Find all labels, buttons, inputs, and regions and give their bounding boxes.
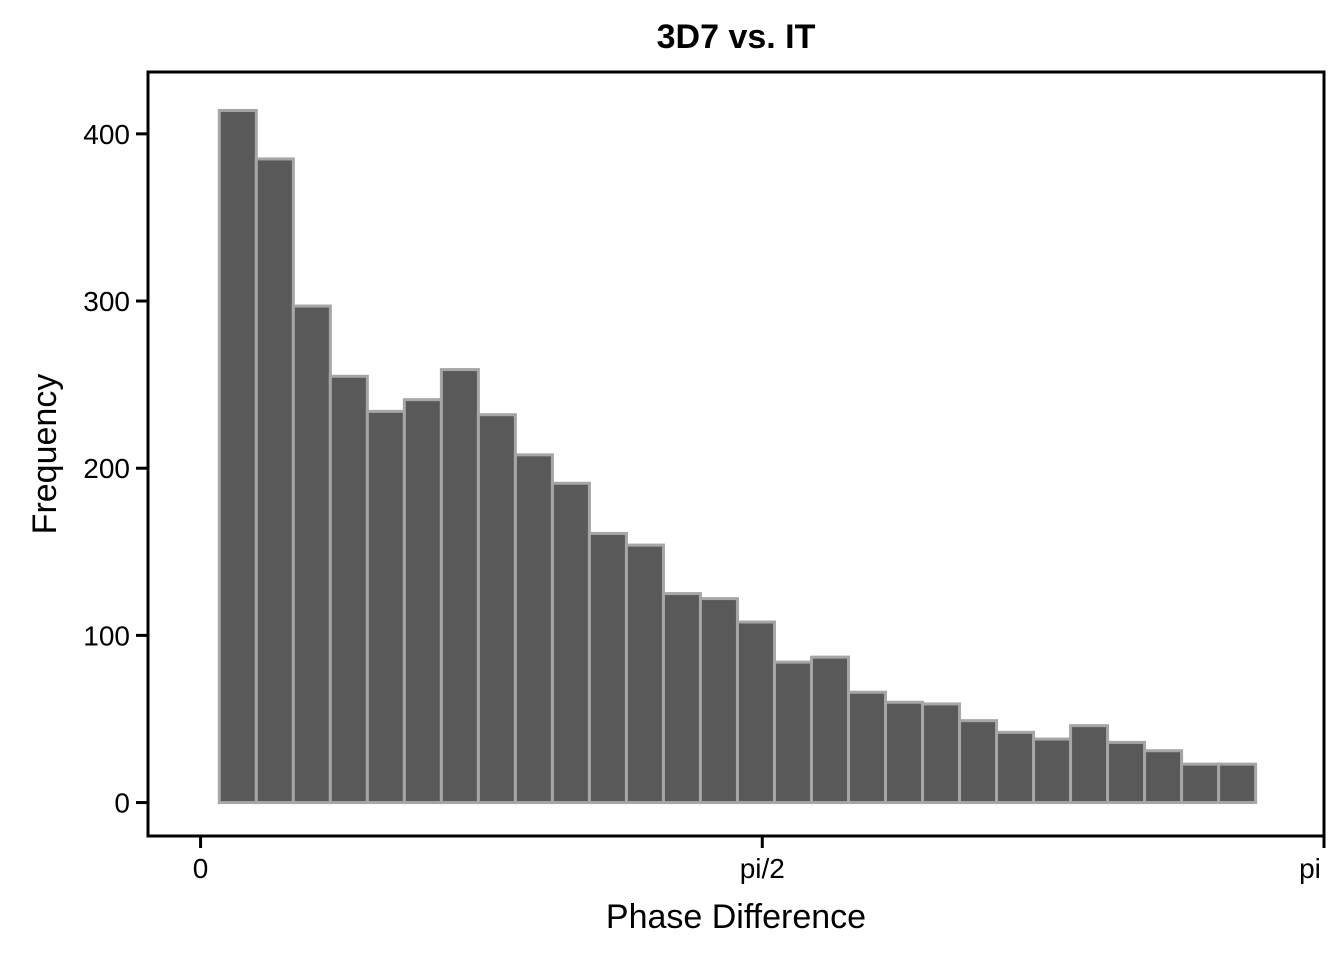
histogram-bar (624, 543, 665, 805)
chart-title: 3D7 vs. IT (657, 18, 816, 56)
histogram-bar (661, 592, 702, 805)
histogram-bar (1217, 762, 1258, 805)
histogram-bar (476, 413, 517, 805)
histogram-bar (550, 481, 591, 805)
histogram-bar (921, 702, 962, 805)
x-tick-label: pi (1299, 853, 1321, 884)
x-axis-label: Phase Difference (606, 898, 866, 936)
histogram-bar (328, 374, 369, 805)
histogram-bar (809, 655, 851, 805)
y-tick-label: 0 (114, 788, 130, 819)
histogram-bar (772, 660, 813, 805)
histogram-bar (698, 597, 739, 805)
histogram-bar (217, 108, 258, 805)
histogram-bar (735, 620, 776, 805)
histogram-bar (847, 690, 888, 805)
y-tick-label: 200 (83, 453, 130, 484)
histogram-bar (1180, 762, 1221, 805)
histogram-bar (587, 531, 628, 805)
histogram-bar (995, 730, 1036, 805)
histogram-bar (402, 398, 443, 805)
x-tick-label: 0 (193, 853, 209, 884)
histogram-bar (254, 157, 295, 805)
histogram-bar (1106, 740, 1147, 805)
y-axis: 0 100 200 300 400 (83, 119, 148, 819)
x-axis: 0 pi/2 pi (193, 836, 1326, 884)
histogram-bar (513, 453, 554, 805)
y-tick-label: 100 (83, 620, 130, 651)
bars-group (217, 108, 1258, 805)
histogram-bar (365, 409, 406, 805)
histogram-bar (1143, 749, 1184, 805)
x-tick-label: pi/2 (740, 853, 785, 884)
histogram-bar (291, 304, 332, 805)
histogram-bar (884, 700, 925, 805)
y-tick-label: 300 (83, 286, 130, 317)
histogram-bar (958, 719, 999, 805)
y-axis-label: Frequency (26, 374, 64, 535)
histogram-bar (439, 368, 480, 805)
histogram-bar (1069, 724, 1110, 805)
plot-frame (146, 70, 1326, 838)
y-tick-label: 400 (83, 119, 130, 150)
histogram-bar (1032, 737, 1073, 805)
